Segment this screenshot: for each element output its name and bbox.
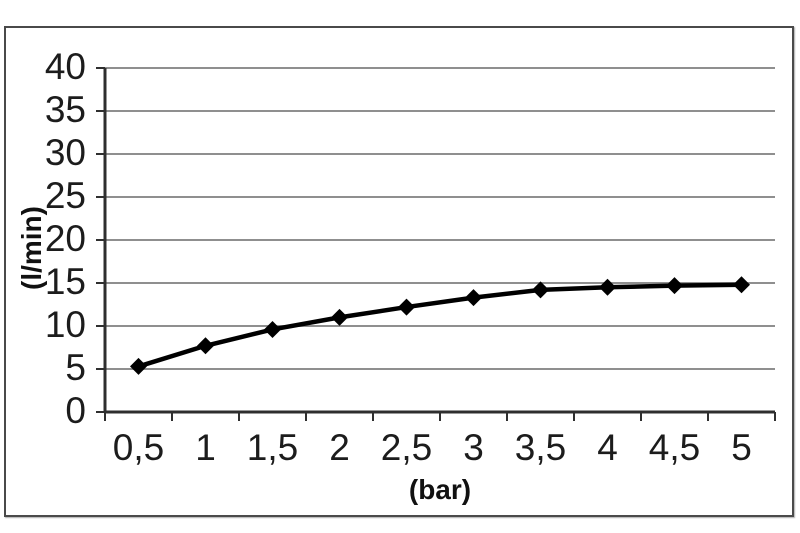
- x-tick-label: 3: [463, 427, 484, 468]
- data-point-marker: [532, 281, 549, 299]
- y-tick-label: 35: [45, 89, 86, 130]
- x-tick-label: 1,5: [247, 427, 298, 468]
- y-tick-label: 30: [45, 132, 86, 173]
- y-tick-label: 5: [65, 347, 86, 388]
- data-point-marker: [264, 320, 281, 338]
- figure-border: [4, 26, 794, 517]
- data-point-marker: [465, 289, 482, 307]
- y-tick-label: 40: [45, 46, 86, 87]
- x-tick-label: 5: [731, 427, 752, 468]
- x-tick-label: 2,5: [381, 427, 432, 468]
- data-point-marker: [733, 276, 750, 294]
- axes: [96, 67, 776, 421]
- series-line: [137, 282, 742, 369]
- gridlines: [105, 67, 775, 370]
- x-tick-labels: 0,5 1 1,5 2 2,5 3 3,5 4 4,5 5: [113, 427, 752, 468]
- y-tick-label: 20: [45, 218, 86, 259]
- x-axis-title: (bar): [408, 474, 472, 505]
- x-tick-label: 0,5: [113, 427, 164, 468]
- x-tick-label: 3,5: [515, 427, 566, 468]
- data-point-marker: [130, 357, 147, 375]
- y-tick-label: 0: [65, 390, 86, 431]
- data-point-marker: [197, 337, 214, 355]
- data-point-marker: [398, 298, 415, 316]
- data-point-marker: [599, 278, 616, 296]
- y-tick-label: 10: [45, 304, 86, 345]
- x-tick-label: 1: [195, 427, 216, 468]
- x-tick-label: 4,5: [649, 427, 700, 468]
- y-tick-label: 25: [45, 175, 86, 216]
- series-markers: [130, 276, 750, 375]
- y-tick-label: 15: [45, 261, 86, 302]
- x-tick-label: 4: [597, 427, 618, 468]
- x-tick-label: 2: [329, 427, 350, 468]
- y-axis-title: (l/min): [16, 206, 47, 290]
- data-point-marker: [666, 277, 683, 295]
- data-point-marker: [331, 308, 348, 326]
